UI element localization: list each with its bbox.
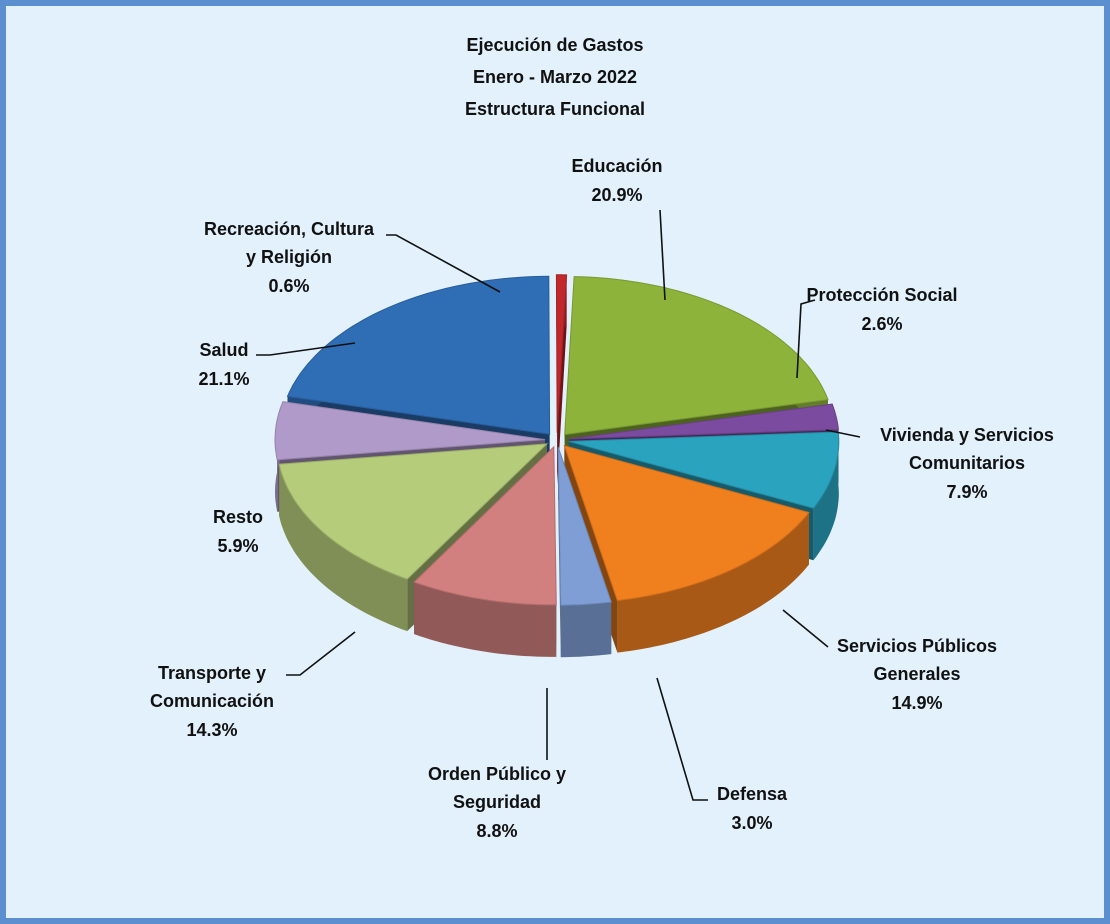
leader-line — [825, 429, 861, 438]
value-label: 7.9% — [946, 482, 987, 502]
value-label: 21.1% — [198, 369, 249, 389]
slice-label: Salud — [199, 340, 248, 360]
slice-label: Protección Social — [806, 285, 957, 305]
value-label: 0.6% — [268, 276, 309, 296]
slice-top — [557, 447, 612, 606]
slice-top — [555, 274, 568, 433]
slice-top — [568, 403, 839, 440]
chart-title: Ejecución de Gastos — [466, 35, 643, 55]
slice-label: Recreación, Cultura y Religión — [204, 219, 375, 267]
slice-top — [568, 431, 840, 509]
slice-label: Vivienda y Servicios Comunitarios — [880, 425, 1054, 473]
slice-top — [413, 445, 557, 606]
pie — [274, 274, 840, 658]
slice-label: Defensa — [717, 784, 788, 804]
slice-wall — [560, 602, 612, 658]
labels: Educación 20.9% Protección Social 2.6% Vivie… — [150, 156, 1054, 841]
value-label: 3.0% — [731, 813, 772, 833]
slice-top — [274, 401, 546, 461]
value-label: 8.8% — [476, 821, 517, 841]
value-label: 14.3% — [186, 720, 237, 740]
leader-line — [796, 299, 816, 379]
chart-subtitle: Enero - Marzo 2022 — [473, 67, 637, 87]
leader-line — [386, 234, 501, 293]
slice-wall — [813, 432, 839, 561]
slice-label: Transporte y Comunicación — [150, 663, 274, 711]
leader-line — [286, 631, 356, 676]
leader-line — [256, 342, 356, 356]
pie-slice — [557, 447, 612, 658]
slice-top — [563, 444, 810, 602]
chart-subtitle: Estructura Funcional — [465, 99, 645, 119]
slice-label: Educación — [571, 156, 662, 176]
slice-label: Servicios Públicos Generales — [837, 636, 997, 684]
slice-top — [278, 443, 549, 580]
value-label: 14.9% — [891, 693, 942, 713]
slice-side — [557, 274, 567, 485]
slice-top — [564, 276, 829, 436]
leader-line — [656, 677, 708, 801]
slice-top — [286, 275, 551, 435]
pie-slice — [413, 445, 557, 657]
pie-slice — [555, 274, 568, 485]
leader-line — [782, 609, 829, 648]
leader-line — [659, 209, 666, 301]
slice-label: Resto — [213, 507, 263, 527]
slice-label: Orden Público y Seguridad — [428, 764, 566, 812]
value-label: 2.6% — [861, 314, 902, 334]
slice-wall — [414, 582, 557, 657]
slice-wall — [617, 512, 809, 653]
value-label: 5.9% — [217, 536, 258, 556]
value-label: 20.9% — [591, 185, 642, 205]
